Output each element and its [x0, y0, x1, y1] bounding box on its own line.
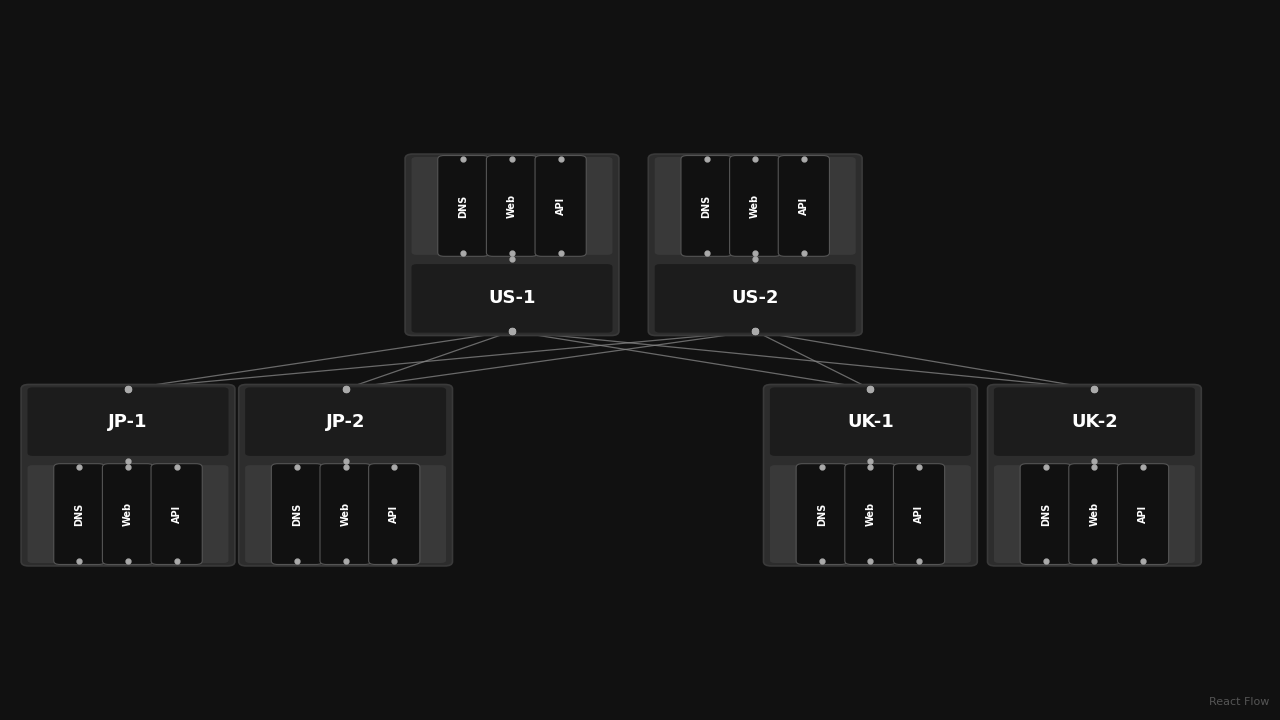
FancyBboxPatch shape	[763, 384, 978, 566]
FancyBboxPatch shape	[778, 156, 829, 256]
Text: UK-2: UK-2	[1071, 413, 1117, 431]
FancyBboxPatch shape	[412, 264, 613, 333]
FancyBboxPatch shape	[412, 157, 613, 255]
Text: Web: Web	[507, 194, 517, 218]
Text: API: API	[556, 197, 566, 215]
FancyBboxPatch shape	[246, 465, 447, 563]
FancyBboxPatch shape	[730, 156, 781, 256]
FancyBboxPatch shape	[271, 464, 323, 564]
Text: DNS: DNS	[1041, 503, 1051, 526]
FancyBboxPatch shape	[771, 387, 972, 456]
Text: JP-2: JP-2	[326, 413, 365, 431]
Text: Web: Web	[340, 502, 351, 526]
FancyBboxPatch shape	[771, 465, 972, 563]
Text: Web: Web	[750, 194, 760, 218]
Text: API: API	[799, 197, 809, 215]
FancyBboxPatch shape	[151, 464, 202, 564]
FancyBboxPatch shape	[993, 387, 1196, 456]
FancyBboxPatch shape	[238, 384, 453, 566]
FancyBboxPatch shape	[681, 156, 732, 256]
Text: US-2: US-2	[731, 289, 780, 307]
Text: React Flow: React Flow	[1210, 697, 1270, 707]
Text: Web: Web	[1089, 502, 1100, 526]
FancyBboxPatch shape	[648, 154, 863, 336]
Text: API: API	[172, 505, 182, 523]
FancyBboxPatch shape	[654, 264, 855, 333]
Text: API: API	[389, 505, 399, 523]
FancyBboxPatch shape	[28, 387, 228, 456]
Text: UK-1: UK-1	[847, 413, 893, 431]
FancyBboxPatch shape	[369, 464, 420, 564]
FancyBboxPatch shape	[1069, 464, 1120, 564]
Text: DNS: DNS	[292, 503, 302, 526]
FancyBboxPatch shape	[893, 464, 945, 564]
Text: DNS: DNS	[74, 503, 84, 526]
Text: DNS: DNS	[817, 503, 827, 526]
Text: Web: Web	[865, 502, 876, 526]
Text: Web: Web	[123, 502, 133, 526]
FancyBboxPatch shape	[535, 156, 586, 256]
Text: API: API	[914, 505, 924, 523]
Text: API: API	[1138, 505, 1148, 523]
FancyBboxPatch shape	[320, 464, 371, 564]
Text: DNS: DNS	[701, 194, 712, 217]
FancyBboxPatch shape	[438, 156, 489, 256]
FancyBboxPatch shape	[993, 465, 1196, 563]
FancyBboxPatch shape	[28, 465, 228, 563]
FancyBboxPatch shape	[404, 154, 620, 336]
FancyBboxPatch shape	[796, 464, 847, 564]
FancyBboxPatch shape	[988, 384, 1201, 566]
FancyBboxPatch shape	[654, 157, 855, 255]
FancyBboxPatch shape	[102, 464, 154, 564]
FancyBboxPatch shape	[486, 156, 538, 256]
Text: DNS: DNS	[458, 194, 468, 217]
FancyBboxPatch shape	[1020, 464, 1071, 564]
FancyBboxPatch shape	[246, 387, 447, 456]
FancyBboxPatch shape	[845, 464, 896, 564]
Text: US-1: US-1	[488, 289, 536, 307]
Text: JP-1: JP-1	[109, 413, 147, 431]
FancyBboxPatch shape	[54, 464, 105, 564]
FancyBboxPatch shape	[1117, 464, 1169, 564]
FancyBboxPatch shape	[22, 384, 236, 566]
